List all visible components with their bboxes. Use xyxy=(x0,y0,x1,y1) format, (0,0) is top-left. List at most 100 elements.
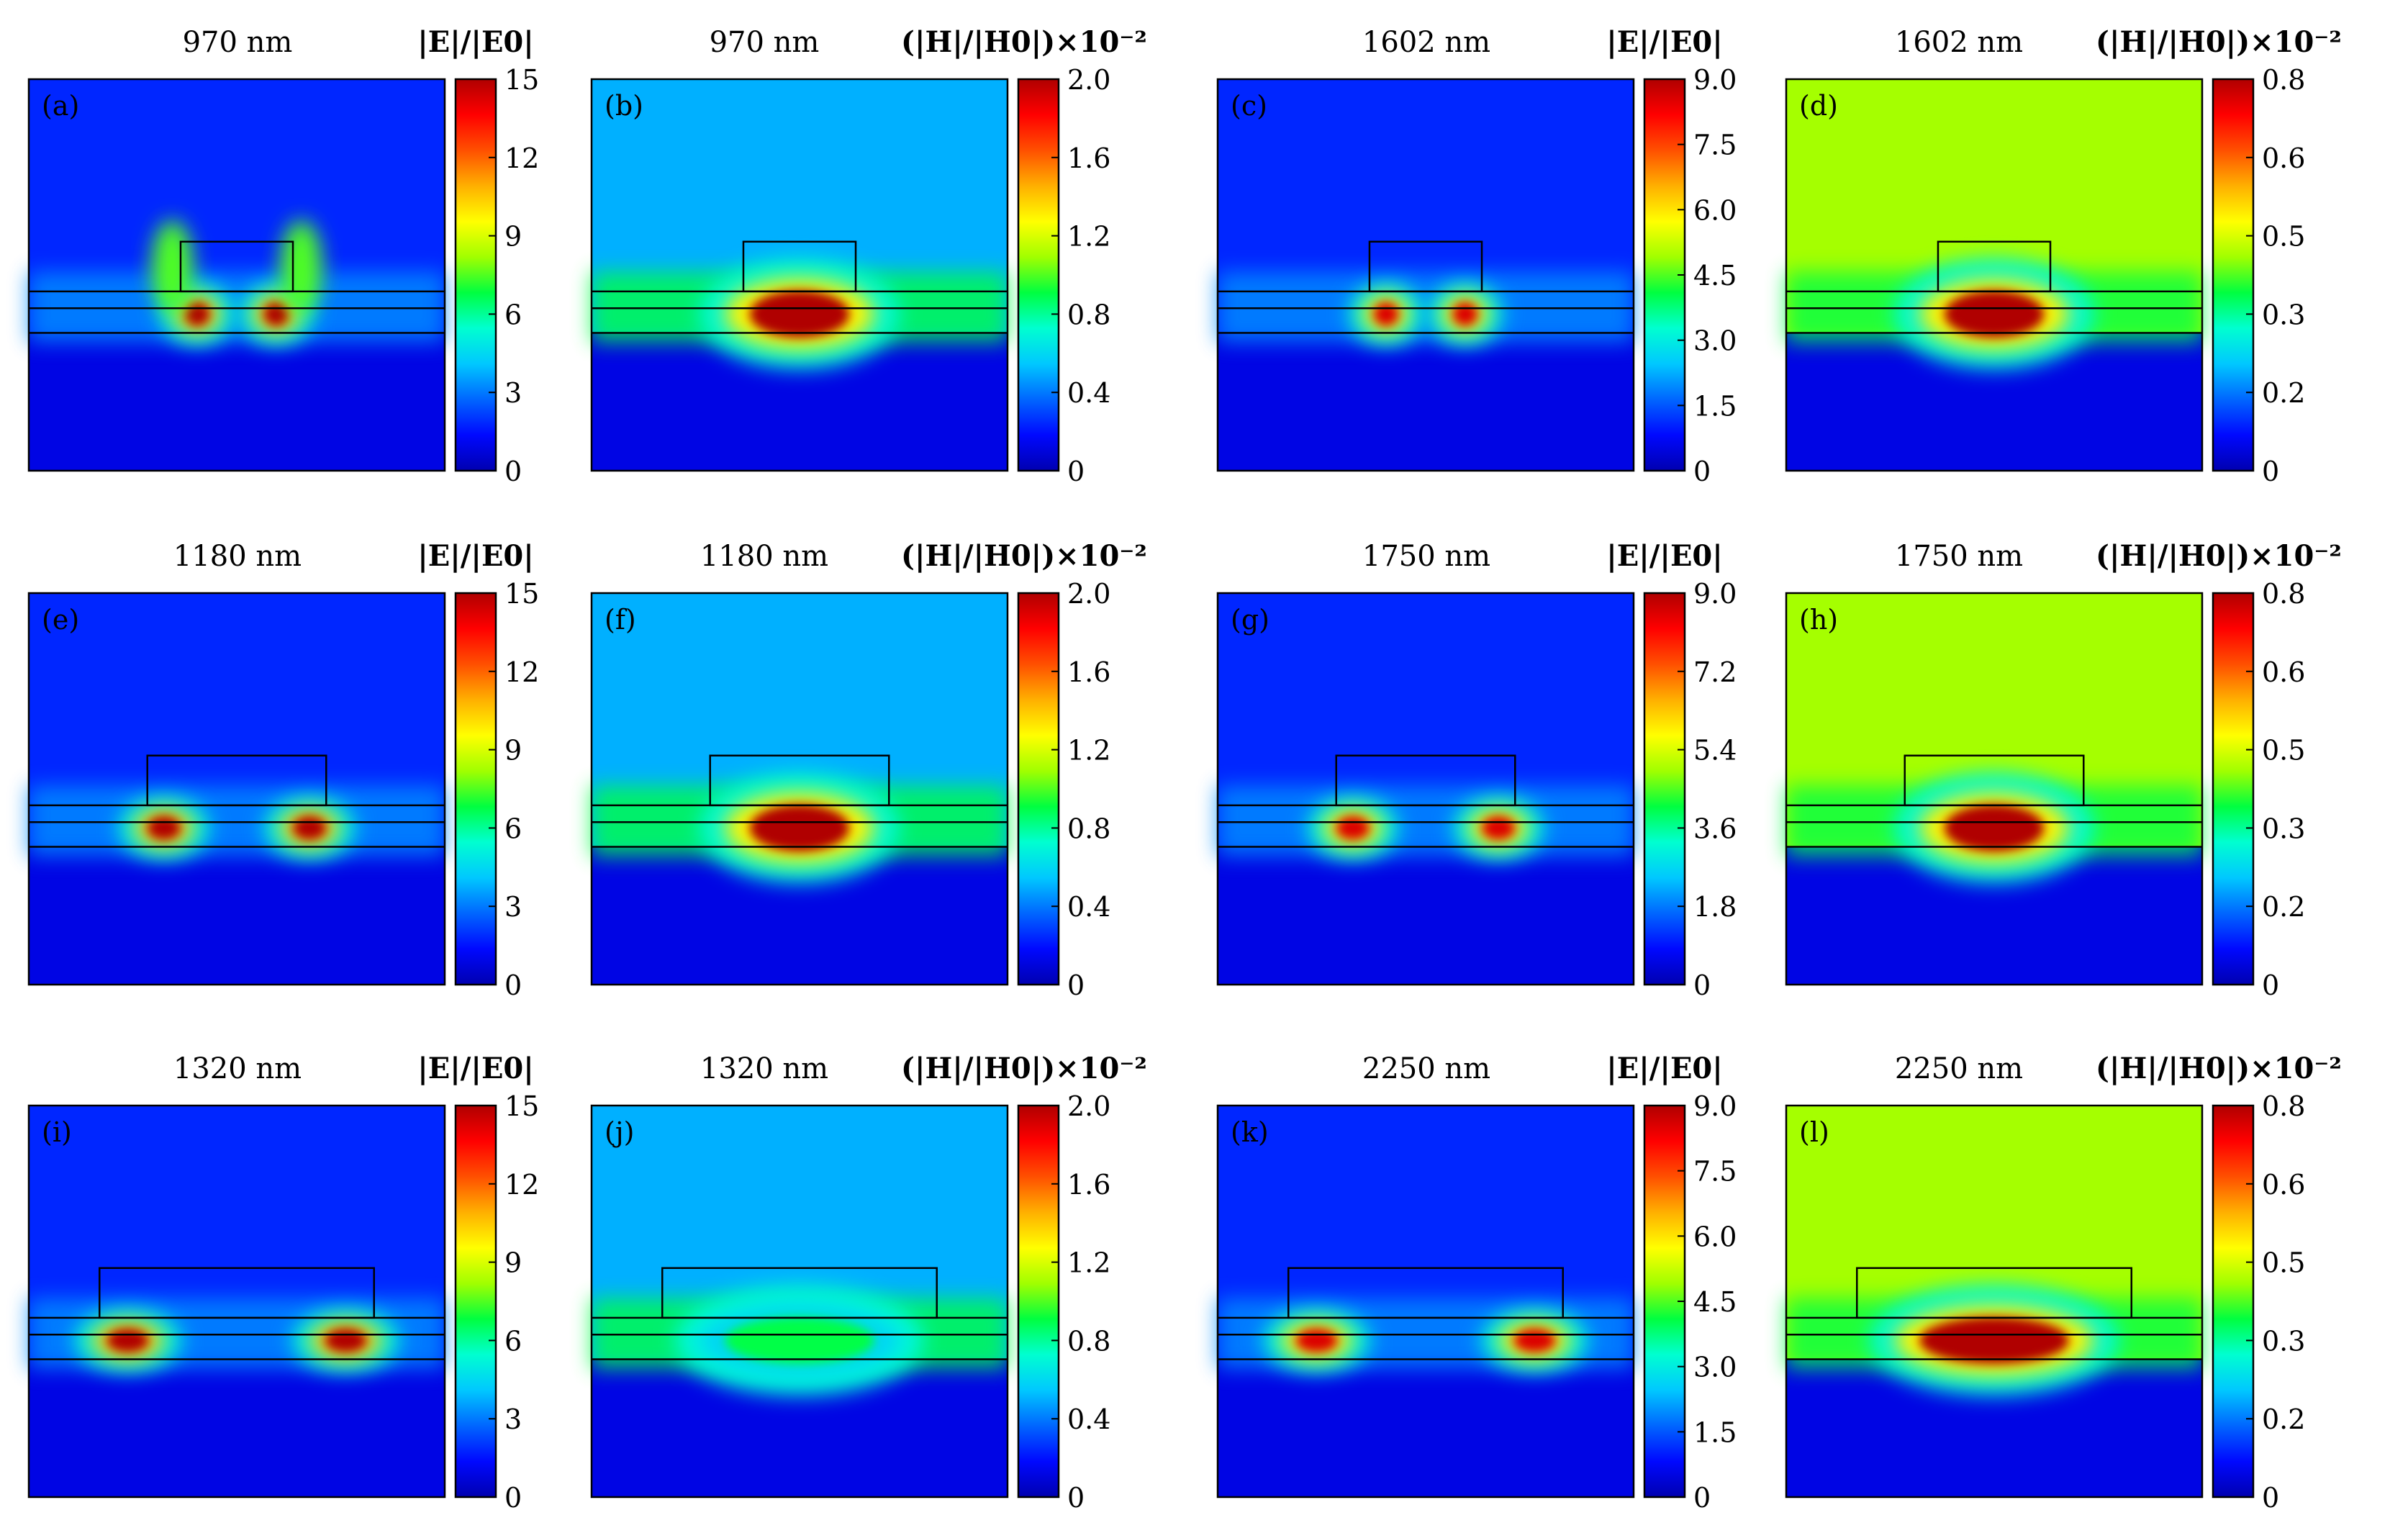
panel-c-group: (c) 1602 nm |E|/|E0| 0 1.5 3.0 4.5 6.0 7.5 9.0 xyxy=(1216,25,1737,487)
colorbar-tick-label: 3 xyxy=(504,377,522,409)
colorbar-tick-label: 9.0 xyxy=(1693,578,1737,610)
colorbar xyxy=(454,78,497,472)
colorbar-tick-label: 0 xyxy=(1067,970,1085,1001)
heatmap-layer-glow xyxy=(1218,271,1634,343)
heatmap-layer-glow xyxy=(29,785,445,857)
colorbar-tick-label: 0.3 xyxy=(2262,1325,2305,1357)
colorbar-tick-label: 0 xyxy=(1067,1482,1085,1514)
colorbar-tick-label: 1.5 xyxy=(1693,390,1737,422)
colorbar-tick-label: 6.0 xyxy=(1693,1221,1737,1252)
panel-g-group: (g) 1750 nm |E|/|E0| 0 1.8 3.6 5.4 7.2 9.0 xyxy=(1216,539,1737,1001)
colorbar-tick-label: 6 xyxy=(504,1325,522,1357)
field-hotspot xyxy=(1919,1316,2070,1365)
panel-b-group: (b) 970 nm (|H|/|H0|)×10⁻² 0 0.4 0.8 1.2 1.6 2.0 xyxy=(590,25,1147,487)
field-hotspot xyxy=(1944,804,2045,852)
colorbar-tick-label: 0.8 xyxy=(1067,299,1110,330)
colorbar-tick-label: 0.8 xyxy=(1067,813,1110,844)
colorbar xyxy=(1017,592,1060,986)
panel-label: (h) xyxy=(1799,604,1838,636)
panel-label: (i) xyxy=(42,1116,72,1148)
panel-title: 1320 nm xyxy=(700,1052,828,1085)
colorbar xyxy=(1017,1104,1060,1499)
colorbar-tick-label: 1.8 xyxy=(1693,891,1737,923)
heatmap-substrate-region xyxy=(29,1359,445,1497)
panel-label: (a) xyxy=(42,90,79,122)
colorbar-tick-label: 1.6 xyxy=(1067,143,1110,174)
field-hotspot xyxy=(293,816,327,840)
colorbar-tick-label: 0.6 xyxy=(2262,143,2305,174)
colorbar-title: (|H|/|H0|)×10⁻² xyxy=(2096,539,2342,573)
panel-title: 1750 nm xyxy=(1362,540,1490,573)
panel-d-group: (d) 1602 nm (|H|/|H0|)×10⁻² 0 0.2 0.3 0.5 0.6 0.… xyxy=(1785,25,2342,487)
panel-label: (e) xyxy=(42,604,79,636)
colorbar-title: |E|/|E0| xyxy=(417,539,534,573)
panel-title: 1602 nm xyxy=(1895,26,2023,59)
colorbar-tick-label: 0.8 xyxy=(1067,1325,1110,1357)
heatmap-frame xyxy=(1216,592,1635,986)
colorbar-tick-label: 0.5 xyxy=(2262,735,2305,767)
colorbar xyxy=(454,1104,497,1499)
field-hotspot xyxy=(1452,302,1478,326)
panel-title: 2250 nm xyxy=(1362,1052,1490,1085)
heatmap-frame xyxy=(1785,592,2204,986)
panel-title: 1602 nm xyxy=(1362,26,1490,59)
panel-label: (l) xyxy=(1799,1116,1829,1148)
colorbar-tick-label: 0.6 xyxy=(2262,656,2305,688)
colorbar-tick-label: 15 xyxy=(504,578,539,610)
colorbar-title: (|H|/|H0|)×10⁻² xyxy=(901,1052,1147,1085)
colorbar-tick-label: 4.5 xyxy=(1693,1286,1737,1318)
heatmap-frame xyxy=(27,78,446,472)
colorbar-tick-label: 2.0 xyxy=(1067,578,1110,610)
panel-title: 970 nm xyxy=(710,26,820,59)
colorbar-tick-label: 0.3 xyxy=(2262,299,2305,330)
colorbar-tick-label: 0 xyxy=(1693,970,1711,1001)
colorbar-tick-label: 3 xyxy=(504,891,522,923)
panel-l-group: (l) 2250 nm (|H|/|H0|)×10⁻² 0 0.2 0.3 0.5 0.6 0.… xyxy=(1785,1052,2342,1514)
colorbar xyxy=(1017,78,1060,472)
heatmap-layer-glow xyxy=(29,271,445,343)
colorbar-tick-label: 7.2 xyxy=(1693,656,1737,688)
heatmap-substrate-region xyxy=(1218,333,1634,471)
heatmap-substrate-region xyxy=(1218,1359,1634,1497)
colorbar-tick-label: 12 xyxy=(504,1169,539,1201)
colorbar-tick-label: 9 xyxy=(504,735,522,767)
colorbar-title: (|H|/|H0|)×10⁻² xyxy=(2096,25,2342,59)
field-hotspot xyxy=(1944,290,2045,338)
colorbar-tick-label: 1.2 xyxy=(1067,735,1110,767)
field-hotspot xyxy=(280,220,322,315)
colorbar-title: (|H|/|H0|)×10⁻² xyxy=(2096,1052,2342,1085)
colorbar-tick-label: 0.4 xyxy=(1067,891,1110,923)
colorbar-tick-label: 1.2 xyxy=(1067,221,1110,253)
panel-h-group: (h) 1750 nm (|H|/|H0|)×10⁻² 0 0.2 0.3 0.5 0.6 0.… xyxy=(1785,539,2342,1001)
colorbar-tick-label: 0 xyxy=(2262,970,2279,1001)
colorbar-tick-label: 3.6 xyxy=(1693,813,1737,844)
colorbar-tick-label: 0.6 xyxy=(2262,1169,2305,1201)
heatmap-frame xyxy=(1216,1104,1635,1499)
colorbar xyxy=(454,592,497,986)
panel-label: (k) xyxy=(1231,1116,1269,1148)
colorbar-tick-label: 0.2 xyxy=(2262,891,2305,923)
colorbar-tick-label: 0.5 xyxy=(2262,1247,2305,1279)
panel-f-group: (f) 1180 nm (|H|/|H0|)×10⁻² 0 0.4 0.8 1.2 1.6 2.… xyxy=(590,539,1147,1001)
colorbar-tick-label: 1.6 xyxy=(1067,1169,1110,1201)
colorbar-tick-label: 0.4 xyxy=(1067,1404,1110,1435)
colorbar-tick-label: 0 xyxy=(1067,456,1085,487)
panel-title: 2250 nm xyxy=(1895,1052,2023,1085)
colorbar-title: |E|/|E0| xyxy=(1606,539,1723,573)
heatmap-substrate-region xyxy=(1218,846,1634,985)
field-hotspot xyxy=(749,804,850,852)
colorbar-tick-label: 9 xyxy=(504,221,522,253)
colorbar-title: |E|/|E0| xyxy=(417,25,534,59)
colorbar-tick-label: 6 xyxy=(504,813,522,844)
colorbar-tick-label: 7.5 xyxy=(1693,130,1737,161)
colorbar-tick-label: 6 xyxy=(504,299,522,330)
colorbar-tick-label: 7.5 xyxy=(1693,1156,1737,1188)
colorbar-tick-label: 0 xyxy=(2262,456,2279,487)
colorbar-tick-label: 1.2 xyxy=(1067,1247,1110,1279)
panel-label: (j) xyxy=(605,1116,634,1148)
field-hotspot xyxy=(184,302,210,326)
colorbar-tick-label: 5.4 xyxy=(1693,735,1737,767)
panel-label: (b) xyxy=(605,90,643,122)
heatmap-substrate-region xyxy=(29,333,445,471)
